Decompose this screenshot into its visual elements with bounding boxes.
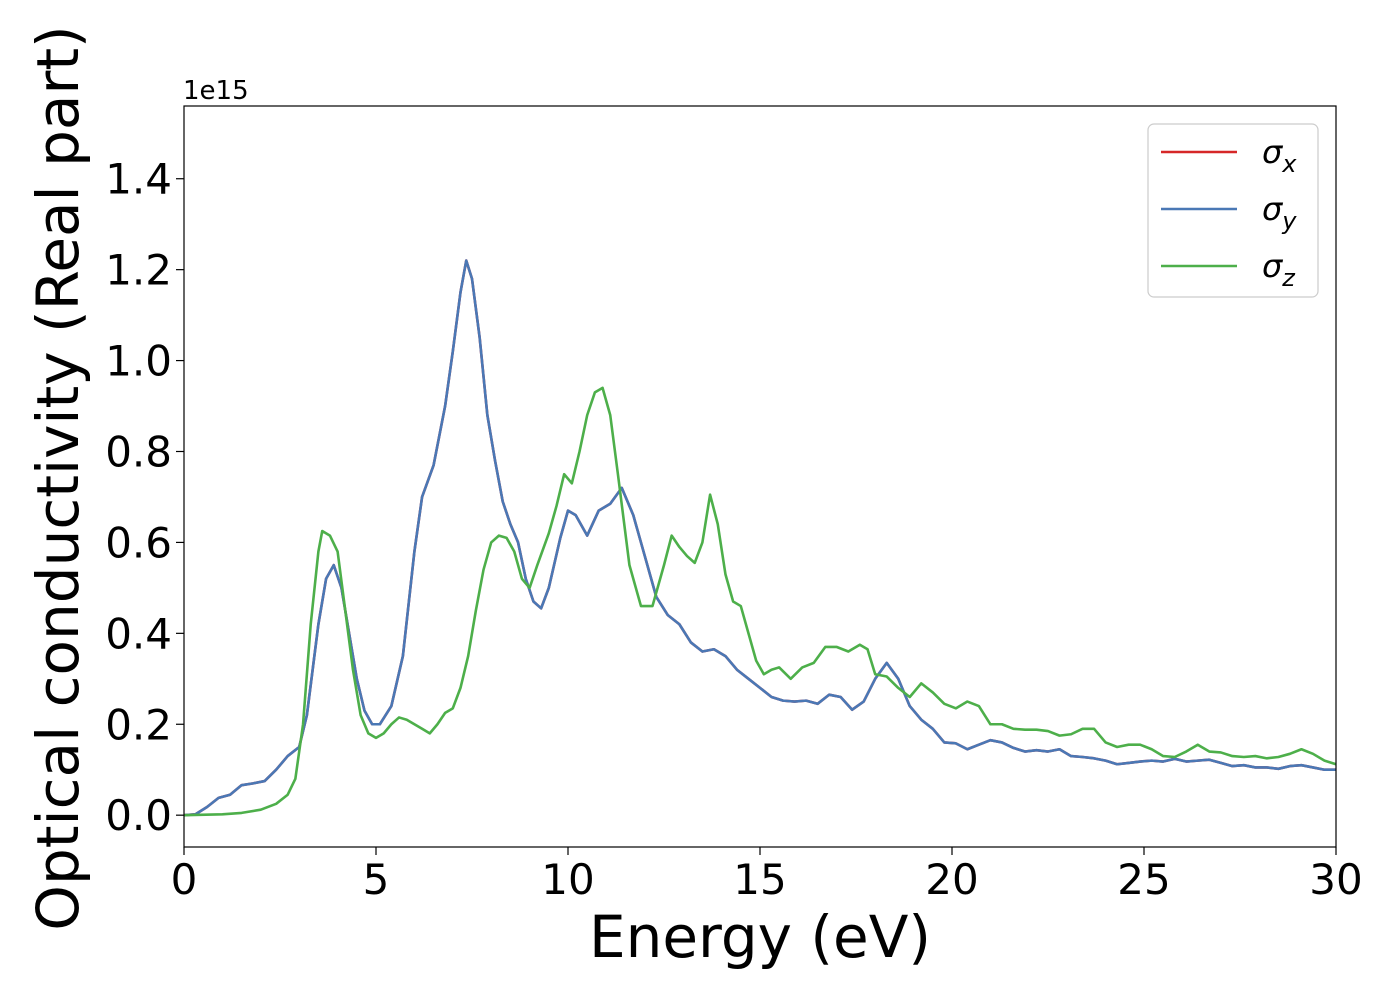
series-line-y <box>184 259 1336 817</box>
y-tick-label: 1.0 <box>105 337 172 386</box>
legend-label-z: σz <box>1262 247 1296 292</box>
legend-symbol: σ <box>1262 247 1284 285</box>
legend-label-x: σx <box>1262 133 1297 178</box>
legend-label-y: σy <box>1262 190 1297 235</box>
y-tick-label: 0.4 <box>105 609 172 658</box>
x-tick-label: 10 <box>541 855 594 904</box>
y-tick-label: 1.4 <box>105 155 172 204</box>
x-tick-label: 30 <box>1309 855 1362 904</box>
y-axis-label: Optical conductivity (Real part) <box>24 25 92 930</box>
x-axis-label: Energy (eV) <box>589 903 931 971</box>
y-axis: 0.0 0.2 0.4 0.6 0.8 1.0 1.2 1.4 <box>105 155 184 840</box>
series-line-x <box>184 259 1336 817</box>
y-axis-offset-text: 1e15 <box>183 76 249 106</box>
x-tick-label: 25 <box>1117 855 1170 904</box>
y-tick-label: 0.8 <box>105 427 172 476</box>
legend-subscript: x <box>1281 150 1297 178</box>
legend-symbol: σ <box>1262 133 1284 171</box>
legend-subscript: z <box>1281 264 1296 292</box>
x-tick-label: 15 <box>733 855 786 904</box>
y-tick-label: 0.6 <box>105 518 172 567</box>
x-axis: 0 5 10 15 20 25 30 <box>171 847 1363 904</box>
x-tick-label: 5 <box>363 855 390 904</box>
y-tick-label: 1.2 <box>105 246 172 295</box>
legend-symbol: σ <box>1262 190 1284 228</box>
y-tick-label: 0.0 <box>105 791 172 840</box>
y-tick-label: 0.2 <box>105 700 172 749</box>
x-tick-label: 0 <box>171 855 198 904</box>
series-line-z <box>184 386 1336 817</box>
legend-subscript: y <box>1281 207 1297 235</box>
x-tick-label: 20 <box>925 855 978 904</box>
legend-box <box>1147 123 1319 298</box>
series-layer <box>184 259 1336 817</box>
